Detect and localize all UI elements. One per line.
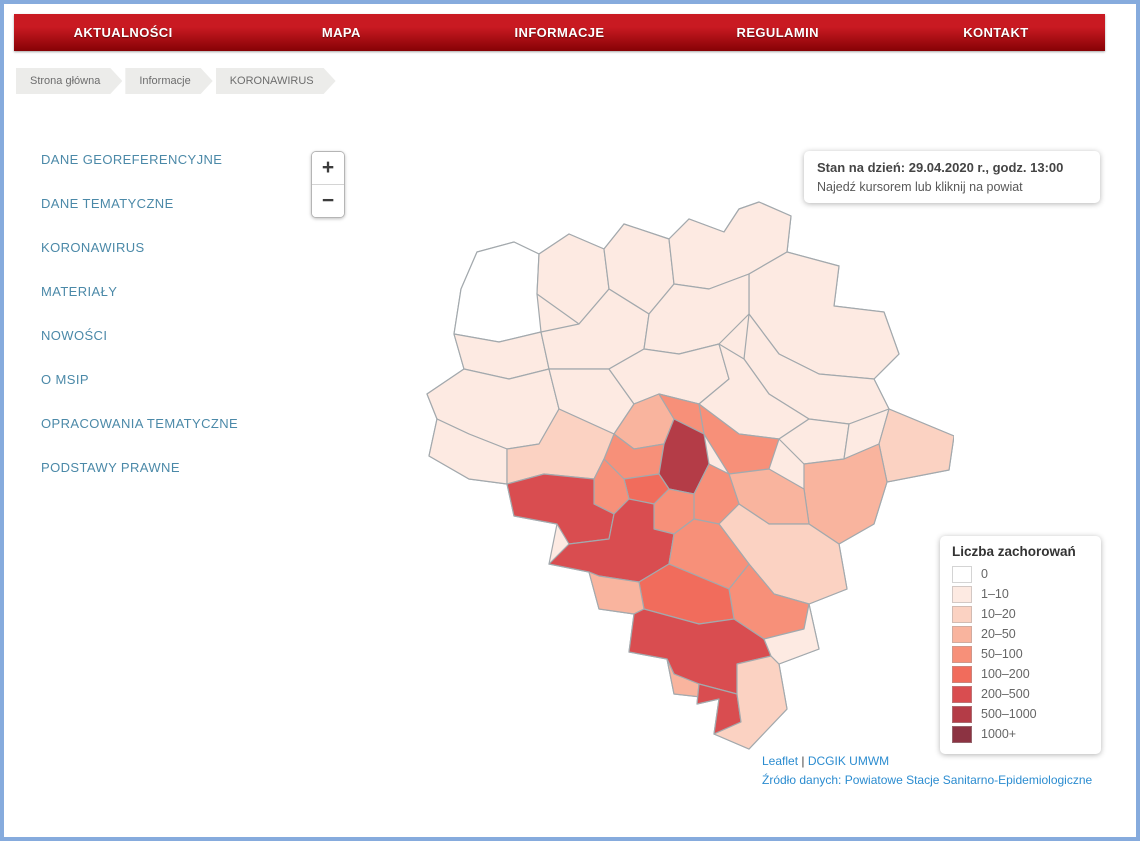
- map-info-box: Stan na dzień: 29.04.2020 r., godz. 13:0…: [804, 151, 1100, 203]
- nav-item-informacje[interactable]: INFORMACJE: [514, 25, 605, 40]
- data-source-link[interactable]: Źródło danych: Powiatowe Stacje Sanitarn…: [762, 772, 1093, 787]
- legend-row: 50–100: [952, 644, 1089, 664]
- legend-row: 1–10: [952, 584, 1089, 604]
- legend-label: 20–50: [981, 627, 1016, 641]
- legend-label: 200–500: [981, 687, 1030, 701]
- sidebar-item-nowości[interactable]: NOWOŚCI: [41, 328, 108, 343]
- map-region-r41[interactable]: [763, 603, 820, 665]
- attribution-line1: Leaflet | DCGIK UMWM: [762, 752, 1092, 771]
- attribution-line2: Źródło danych: Powiatowe Stacje Sanitarn…: [762, 771, 1092, 790]
- legend-title: Liczba zachorowań: [952, 544, 1076, 559]
- legend-swatch: [952, 625, 972, 643]
- legend-label: 0: [981, 567, 988, 581]
- legend-row: 1000+: [952, 724, 1089, 744]
- legend-label: 100–200: [981, 667, 1030, 681]
- legend-row: 20–50: [952, 624, 1089, 644]
- map-legend: Liczba zachorowań 0 1–10 10–20 20–50 50–100 1…: [940, 536, 1101, 754]
- provider-link[interactable]: DCGIK UMWM: [807, 754, 890, 768]
- zoom-out-button[interactable]: −: [312, 184, 344, 217]
- map-attribution: Leaflet | DCGIK UMWM Źródło danych: Powi…: [762, 752, 1092, 789]
- breadcrumb: Strona główna Informacje KORONAWIRUS: [16, 68, 339, 94]
- legend-label: 50–100: [981, 647, 1023, 661]
- nav-item-kontakt[interactable]: KONTAKT: [963, 25, 1029, 40]
- legend-label: 10–20: [981, 607, 1016, 621]
- legend-row: 200–500: [952, 684, 1089, 704]
- legend-swatch: [952, 565, 972, 583]
- legend-swatch: [952, 645, 972, 663]
- legend-row: 500–1000: [952, 704, 1089, 724]
- map-zoom-control: + −: [311, 151, 345, 218]
- legend-swatch: [952, 605, 972, 623]
- zoom-in-button[interactable]: +: [312, 152, 344, 184]
- map-region-r01[interactable]: [453, 241, 542, 343]
- legend-label: 1000+: [981, 727, 1017, 741]
- legend-row: 0: [952, 564, 1089, 584]
- legend-swatch: [952, 725, 972, 743]
- legend-label: 1–10: [981, 587, 1009, 601]
- sidebar-item-koronawirus[interactable]: KORONAWIRUS: [41, 240, 145, 255]
- attribution-separator: |: [801, 754, 805, 768]
- info-hint-line: Najedź kursorem lub kliknij na powiat: [817, 180, 1023, 194]
- main-nav: AKTUALNOŚCI MAPA INFORMACJE REGULAMIN KONTAK…: [14, 14, 1105, 51]
- nav-item-mapa[interactable]: MAPA: [321, 25, 361, 40]
- breadcrumb-item-strona-główna[interactable]: Strona główna: [16, 68, 122, 94]
- info-status-line: Stan na dzień: 29.04.2020 r., godz. 13:0…: [817, 160, 1064, 175]
- nav-item-aktualności[interactable]: AKTUALNOŚCI: [73, 25, 173, 40]
- map-region-r17[interactable]: [878, 408, 954, 483]
- breadcrumb-item-informacje[interactable]: Informacje: [125, 68, 212, 94]
- sidebar-item-opracowania-tematyczne[interactable]: OPRACOWANIA TEMATYCZNE: [41, 416, 239, 431]
- legend-swatch: [952, 665, 972, 683]
- sidebar-item-dane-georeferencyjne[interactable]: DANE GEOREFERENCYJNE: [41, 152, 223, 167]
- sidebar: DANE GEOREFERENCYJNE DANE TEMATYCZNE KORON…: [41, 152, 291, 504]
- legend-row: 10–20: [952, 604, 1089, 624]
- leaflet-link[interactable]: Leaflet: [762, 754, 799, 768]
- sidebar-item-dane-tematyczne[interactable]: DANE TEMATYCZNE: [41, 196, 174, 211]
- sidebar-item-materiały[interactable]: MATERIAŁY: [41, 284, 118, 299]
- map-container[interactable]: + − Stan na dzień: 29.04.2020 r., godz. …: [301, 134, 1136, 814]
- legend-swatch: [952, 585, 972, 603]
- breadcrumb-item-koronawirus[interactable]: KORONAWIRUS: [216, 68, 336, 94]
- legend-rows: 0 1–10 10–20 20–50 50–100 100–200 200–500 500–1…: [952, 564, 1089, 744]
- sidebar-item-o-msip[interactable]: O MSIP: [41, 372, 89, 387]
- choropleth-map[interactable]: [419, 194, 954, 754]
- legend-row: 100–200: [952, 664, 1089, 684]
- sidebar-item-podstawy-prawne[interactable]: PODSTAWY PRAWNE: [41, 460, 180, 475]
- legend-swatch: [952, 705, 972, 723]
- nav-item-regulamin[interactable]: REGULAMIN: [736, 25, 819, 40]
- legend-label: 500–1000: [981, 707, 1037, 721]
- legend-swatch: [952, 685, 972, 703]
